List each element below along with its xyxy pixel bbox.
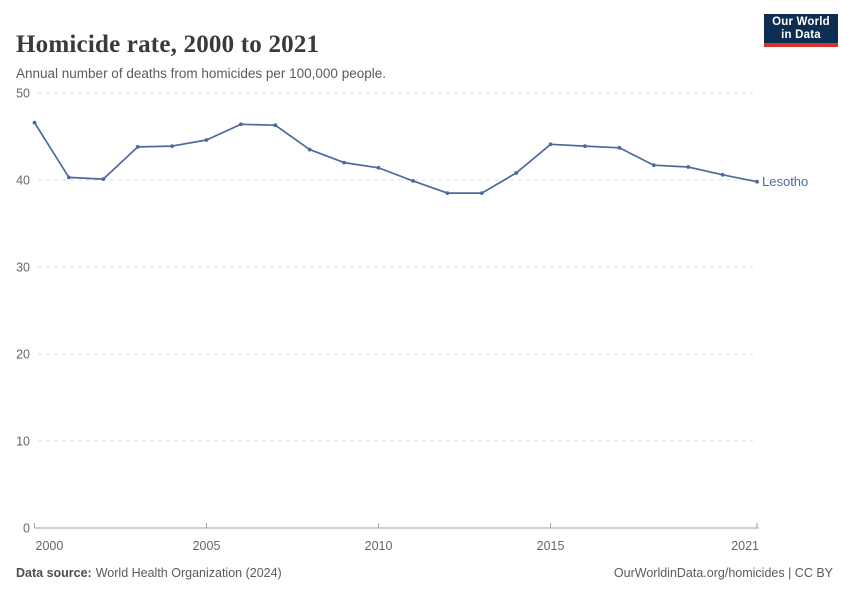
series-line[interactable] — [33, 121, 758, 194]
data-point[interactable] — [617, 145, 622, 150]
data-point[interactable] — [583, 144, 587, 148]
data-point[interactable] — [376, 165, 381, 170]
data-point[interactable] — [411, 179, 415, 183]
owid-logo-line2: in Data — [781, 28, 821, 41]
data-point[interactable] — [686, 165, 691, 169]
y-axis-tick-label: 30 — [16, 261, 30, 275]
y-axis-tick-label: 50 — [16, 87, 30, 101]
y-axis-tick-label: 20 — [16, 348, 30, 362]
data-point[interactable] — [273, 123, 278, 128]
x-axis-tick-label: 2021 — [731, 539, 759, 553]
x-axis-tick-label: 2000 — [36, 539, 64, 553]
data-point[interactable] — [32, 120, 37, 125]
chart-title: Homicide rate, 2000 to 2021 — [16, 30, 320, 58]
data-source: Data source: World Health Organization (2… — [16, 566, 282, 580]
data-point[interactable] — [548, 142, 553, 147]
owid-logo[interactable]: Our World in Data — [764, 14, 838, 47]
data-point[interactable] — [170, 144, 175, 148]
data-point[interactable] — [135, 145, 140, 149]
attribution-link[interactable]: OurWorldinData.org/homicides | CC BY — [613, 566, 833, 580]
chart-footer: Data source: World Health Organization (2… — [16, 566, 833, 580]
data-point[interactable] — [755, 179, 759, 184]
y-axis-tick-label: 10 — [16, 435, 30, 449]
x-axis-tick-label: 2015 — [537, 539, 565, 553]
data-point[interactable] — [651, 163, 656, 168]
x-axis-tick-label: 2005 — [193, 539, 221, 553]
data-point[interactable] — [479, 191, 484, 195]
owid-logo-line1: Our World — [772, 15, 830, 28]
series-end-label[interactable]: Lesotho — [762, 174, 808, 189]
data-point[interactable] — [204, 138, 209, 142]
data-point[interactable] — [307, 147, 312, 152]
chart-subtitle: Annual number of deaths from homicides p… — [16, 65, 386, 81]
data-point[interactable] — [514, 171, 519, 175]
data-source-value: World Health Organization (2024) — [95, 566, 282, 580]
y-axis-tick-label: 0 — [23, 522, 30, 536]
data-point[interactable] — [720, 172, 725, 177]
data-point[interactable] — [101, 177, 106, 181]
chart-svg: 0 10 20 30 40 50 2000 2005 2010 2015 2021 Lesotho — [16, 87, 808, 554]
data-point[interactable] — [342, 160, 346, 165]
data-source-label: Data source: — [16, 566, 92, 580]
data-point[interactable] — [67, 175, 71, 180]
data-point[interactable] — [239, 122, 243, 127]
chart-area: 0 10 20 30 40 50 2000 2005 2010 2015 2021 Lesotho — [0, 80, 850, 560]
data-point[interactable] — [445, 191, 450, 195]
x-axis-tick-label: 2010 — [365, 539, 393, 553]
y-axis-tick-label: 40 — [16, 174, 30, 188]
